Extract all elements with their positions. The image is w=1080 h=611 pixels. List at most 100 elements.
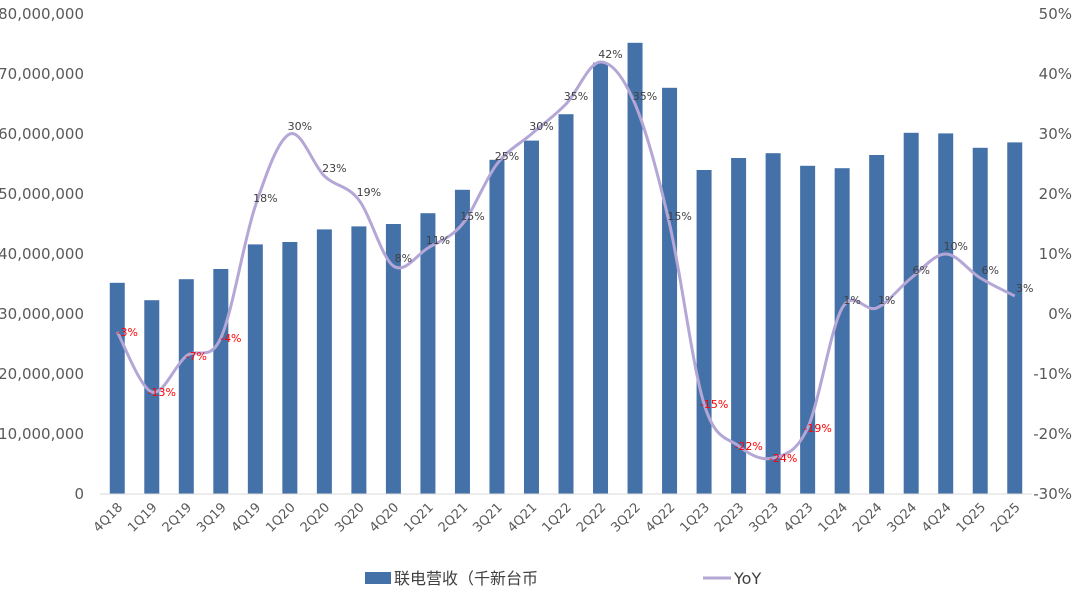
yoy-data-label: 35% [564, 90, 588, 103]
revenue-bar [282, 242, 298, 494]
revenue-bar [144, 300, 160, 494]
legend: 联电营收（千新台币 YoY [365, 569, 761, 588]
right-y-tick-label: -20% [1033, 425, 1072, 443]
revenue-bar [593, 62, 609, 494]
revenue-bar [696, 170, 712, 494]
revenue-bar [420, 213, 436, 494]
yoy-data-label: -19% [803, 422, 831, 435]
x-tick-label: 1Q19 [125, 500, 160, 535]
right-y-tick-label: 20% [1039, 185, 1072, 203]
right-y-axis: -30% -20% -10% 0% 10% 20% 30% 40% 50% [1033, 5, 1072, 503]
right-y-tick-label: 30% [1039, 125, 1072, 143]
yoy-data-label: 30% [288, 120, 312, 133]
yoy-data-label: 11% [426, 234, 450, 247]
right-y-tick-label: 40% [1039, 65, 1072, 83]
left-y-tick-label: 50,000,000 [0, 185, 84, 203]
revenue-bar [558, 114, 574, 494]
revenue-bar [178, 279, 194, 494]
x-tick-label: 2Q21 [436, 500, 471, 535]
x-tick-label: 4Q21 [505, 500, 540, 535]
yoy-data-label: 3% [1016, 282, 1033, 295]
legend-label-yoy: YoY [733, 569, 761, 588]
yoy-line [115, 60, 1016, 461]
right-y-tick-label: 0% [1048, 305, 1072, 323]
left-y-tick-label: 60,000,000 [0, 125, 84, 143]
x-tick-label: 4Q23 [781, 500, 816, 535]
revenue-bar [731, 158, 747, 494]
x-tick-label: 2Q22 [574, 500, 609, 535]
x-tick-label: 4Q20 [367, 500, 402, 535]
x-tick-label: 3Q23 [747, 500, 782, 535]
revenue-bar [800, 165, 816, 495]
yoy-data-label: 18% [253, 192, 277, 205]
x-tick-label: 3Q20 [332, 500, 367, 535]
x-tick-label: 4Q18 [91, 500, 126, 535]
left-y-axis: 0 10,000,000 20,000,000 30,000,000 40,000,00… [0, 5, 84, 503]
left-y-tick-label: 0 [74, 485, 84, 503]
x-tick-label: 4Q19 [229, 500, 264, 535]
x-axis-ticks: 4Q18 1Q19 2Q19 3Q19 4Q19 1Q20 2Q20 3Q20 4Q20 1Q21… [91, 500, 1024, 535]
x-tick-label: 2Q19 [160, 500, 195, 535]
revenue-bar [385, 224, 401, 494]
bar-swatch-icon [365, 572, 391, 584]
revenue-bars [109, 42, 1023, 495]
revenue-bar [834, 168, 850, 494]
yoy-data-label: 35% [633, 90, 657, 103]
left-y-tick-label: 40,000,000 [0, 245, 84, 263]
revenue-bar [523, 140, 539, 494]
revenue-bar [351, 226, 367, 494]
revenue-bar [213, 269, 229, 494]
x-tick-label: 1Q22 [539, 500, 574, 535]
revenue-bar [454, 189, 470, 495]
yoy-data-label: 30% [529, 120, 553, 133]
x-tick-label: 2Q25 [988, 500, 1023, 535]
left-y-tick-label: 70,000,000 [0, 65, 84, 83]
revenue-bar [869, 155, 885, 494]
x-tick-label: 3Q22 [608, 500, 643, 535]
yoy-data-label: -4% [220, 332, 241, 345]
yoy-data-label: 15% [460, 210, 484, 223]
revenue-bar [109, 282, 125, 494]
yoy-data-label: 1% [878, 294, 895, 307]
right-y-tick-label: -10% [1033, 365, 1072, 383]
x-tick-label: 4Q22 [643, 500, 678, 535]
revenue-bar [972, 147, 988, 495]
revenue-bar [489, 159, 505, 495]
right-y-tick-label: -30% [1033, 485, 1072, 503]
yoy-data-label: -13% [148, 386, 176, 399]
revenue-bar [903, 132, 919, 495]
x-tick-label: 1Q21 [401, 500, 436, 535]
yoy-data-label: 19% [357, 186, 381, 199]
revenue-bar [316, 229, 332, 494]
x-tick-label: 4Q24 [919, 500, 954, 535]
yoy-data-label: -24% [769, 452, 797, 465]
yoy-data-label: 42% [598, 48, 622, 61]
yoy-data-label: -3% [117, 326, 138, 339]
x-tick-label: 3Q19 [194, 500, 229, 535]
x-tick-label: 2Q23 [712, 500, 747, 535]
revenue-bar [765, 153, 781, 494]
yoy-data-label: -15% [700, 398, 728, 411]
yoy-data-label: 6% [912, 264, 929, 277]
yoy-data-labels: -3% -13% -7% -4% 18% 30% 23% 19% 8% 11% 15% 25% 30% 3… [117, 48, 1034, 465]
x-tick-label: 1Q24 [816, 500, 851, 535]
left-y-tick-label: 80,000,000 [0, 5, 84, 23]
legend-label-revenue: 联电营收（千新台币 [394, 569, 538, 588]
left-y-tick-label: 20,000,000 [0, 365, 84, 383]
x-tick-label: 1Q25 [954, 500, 989, 535]
left-y-tick-label: 30,000,000 [0, 305, 84, 323]
yoy-data-label: -22% [734, 440, 762, 453]
revenue-bar [627, 42, 643, 495]
revenue-bar [662, 87, 678, 495]
yoy-data-label: 8% [395, 252, 412, 265]
yoy-data-label: -7% [186, 350, 207, 363]
x-tick-label: 3Q21 [470, 500, 505, 535]
yoy-data-label: 25% [495, 150, 519, 163]
left-y-tick-label: 10,000,000 [0, 425, 84, 443]
x-tick-label: 1Q20 [263, 500, 298, 535]
revenue-bar [938, 133, 954, 494]
revenue-bar [247, 244, 263, 494]
x-tick-label: 2Q20 [298, 500, 333, 535]
